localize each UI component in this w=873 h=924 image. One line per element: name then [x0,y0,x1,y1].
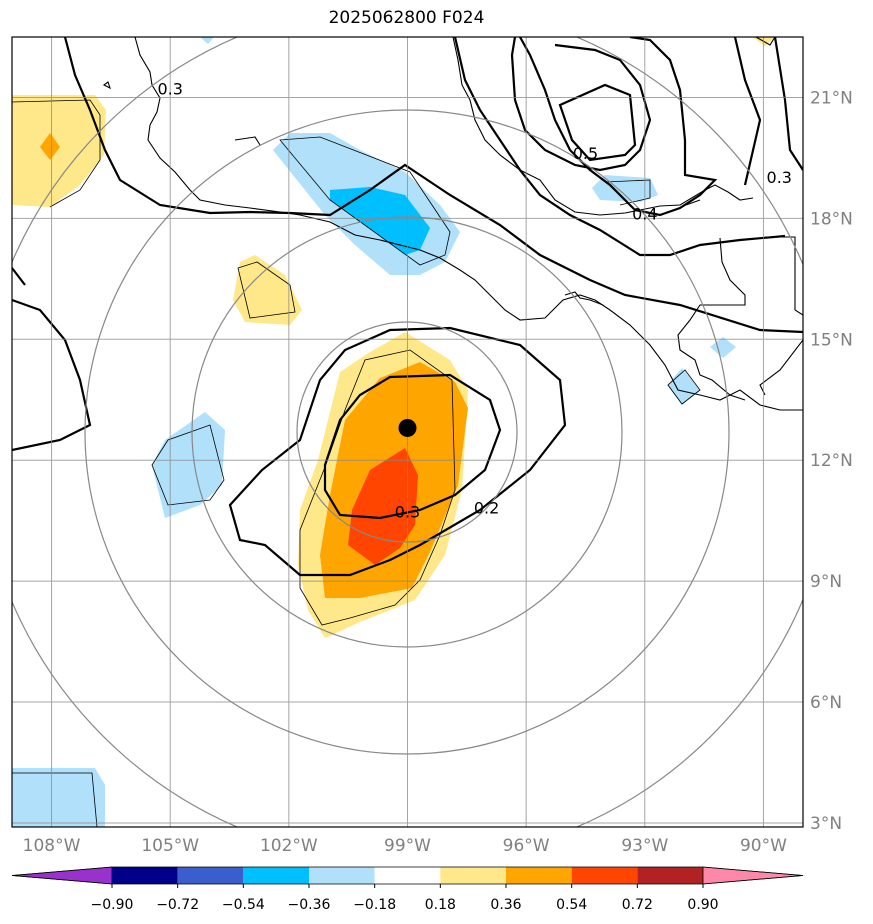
lat-label-3: 12°N [810,451,853,471]
colorbar: −0.90 −0.72 −0.54 −0.36 −0.18 0.18 0.36 0.54 0.7… [11,866,804,913]
shade-blue-north [330,187,430,255]
contour-label-2: 0.4 [632,204,657,223]
thin-contour-east [667,369,701,405]
colorbar-label-3: −0.36 [288,897,331,913]
colorbar-segment-5 [440,867,506,884]
colorbar-label-6: 0.36 [490,897,521,913]
colorbar-segment-4 [374,867,441,884]
thin-contour-southwest [12,772,98,827]
lat-label-0: 21°N [810,88,853,108]
coastline-honduras [759,339,803,396]
contour-label-1: 0.5 [573,144,598,163]
lat-label-1: 18°N [810,209,853,229]
coastline-pacific-islet [234,136,261,146]
contour-east-03 [733,37,762,186]
contour-label-5: 0.2 [474,499,499,518]
colorbar-label-2: −0.54 [222,897,265,913]
coastline-yucatan [677,237,746,401]
shade-yellow-west [233,255,302,325]
coastline-island-west [102,81,111,90]
thin-contour-west-small [237,261,296,319]
lon-label-3: 99°W [384,836,431,856]
shade-lightblue-east2 [667,368,700,405]
latitude-labels: 21°N 18°N 15°N 12°N 9°N 6°N 3°N [810,88,853,834]
coastlines [102,37,803,411]
shade-lightblue-southwest [12,768,105,827]
colorbar-segment-0 [112,867,178,884]
storm-center-marker [398,418,417,437]
colorbar-segment-1 [177,867,244,884]
coastline-gulf [452,37,754,216]
contour-storm-03 [323,373,502,520]
lon-label-0: 108°W [23,836,81,856]
map-frame [11,36,804,828]
contour-label-0: 0.3 [157,79,182,98]
colorbar-label-8: 0.72 [622,897,653,913]
shade-lightblue-west [152,412,225,518]
shade-red-core [348,448,418,565]
coastline-mexico-pacific [134,37,803,411]
thick-contours [12,37,803,577]
contour-gulf-05 [510,37,652,172]
colorbar-label-5: 0.18 [425,897,456,913]
thin-contour-west [151,424,225,506]
contour-gulf-outer [453,37,786,257]
contour-left-top [63,37,803,334]
colorbar-label-1: −0.72 [156,897,199,913]
colorbar-label-7: 0.54 [556,897,587,913]
colorbar-label-9: 0.90 [687,897,718,913]
coastline-topright [755,37,776,46]
shade-yellow-topleft [12,95,106,207]
contour-left-bottom [12,298,92,452]
shade-orange-topleft [40,133,60,160]
lat-label-5: 6°N [810,693,842,713]
coastline-island-gulf [685,199,701,206]
thin-contour-gulf [604,179,651,206]
contour-label-4: 0.3 [395,503,420,522]
shade-lightblue-topedge [200,37,214,44]
shaded-fields [12,37,775,827]
colorbar-segment-3 [309,867,375,884]
lat-label-4: 9°N [810,572,842,592]
contour-left-edge [12,267,26,286]
colorbar-label-4: −0.18 [353,897,396,913]
colorbar-segment-7 [571,867,638,884]
coastline-belize [765,236,803,316]
contour-label-3: 0.3 [767,168,792,187]
lon-label-4: 96°W [503,836,550,856]
colorbar-label-0: −0.90 [91,897,134,913]
gridlines [12,37,803,827]
contour-labels: 0.3 0.5 0.4 0.3 0.3 0.2 [157,79,792,522]
longitude-labels: 108°W 105°W 102°W 99°W 96°W 93°W 90°W [23,836,787,856]
thin-contour-core [299,349,456,626]
lon-label-6: 90°W [740,836,787,856]
lat-label-2: 15°N [810,330,853,350]
lon-label-2: 102°W [260,836,318,856]
lat-label-6: 3°N [810,814,842,834]
colorbar-segment-6 [506,867,572,884]
lon-label-5: 93°W [621,836,668,856]
colorbar-extend-low [11,866,113,885]
colorbar-extend-high [702,866,804,885]
thin-contour-north [279,136,451,266]
contour-storm-02 [228,326,567,577]
shade-lightblue-east1 [710,337,736,358]
colorbar-segment-2 [243,867,309,884]
chart-title: 2025062800 F024 [328,8,485,28]
contour-gulf-05-inner [558,83,637,162]
lon-label-1: 105°W [141,836,199,856]
thin-contours [12,99,701,827]
map-area: 0.3 0.5 0.4 0.3 0.3 0.2 [12,37,803,827]
coastline-gulf-small [564,291,604,306]
contour-east-right [773,37,803,171]
contour-gulf-04 [519,37,718,217]
colorbar-segment-8 [637,867,703,884]
